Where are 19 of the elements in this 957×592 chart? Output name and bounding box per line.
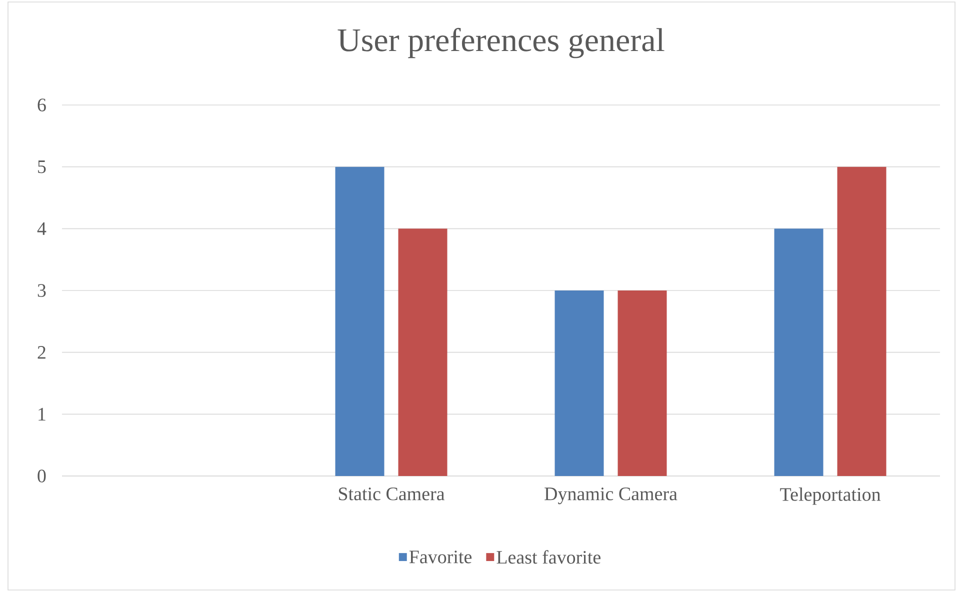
bar bbox=[398, 228, 448, 476]
y-tick-label: 6 bbox=[38, 98, 46, 112]
bar bbox=[837, 166, 886, 476]
bar bbox=[554, 290, 604, 476]
chart-title: User preferences general bbox=[338, 28, 664, 58]
y-tick-label: 4 bbox=[37, 222, 46, 235]
y-tick-label: 5 bbox=[38, 160, 46, 174]
y-tick-label: 2 bbox=[38, 346, 46, 359]
bar bbox=[335, 166, 384, 476]
legend-label: Least favorite bbox=[496, 550, 600, 564]
legend-label: Favorite bbox=[409, 550, 472, 564]
x-tick-label: Dynamic Camera bbox=[544, 488, 678, 504]
x-tick-label: Teleportation bbox=[780, 488, 881, 505]
y-tick-label: 0 bbox=[38, 470, 46, 482]
y-tick-label: 3 bbox=[38, 284, 46, 297]
x-tick-label: Static Camera bbox=[338, 488, 445, 500]
bar bbox=[774, 228, 824, 476]
bar bbox=[618, 290, 667, 476]
y-tick-label: 1 bbox=[38, 408, 46, 420]
